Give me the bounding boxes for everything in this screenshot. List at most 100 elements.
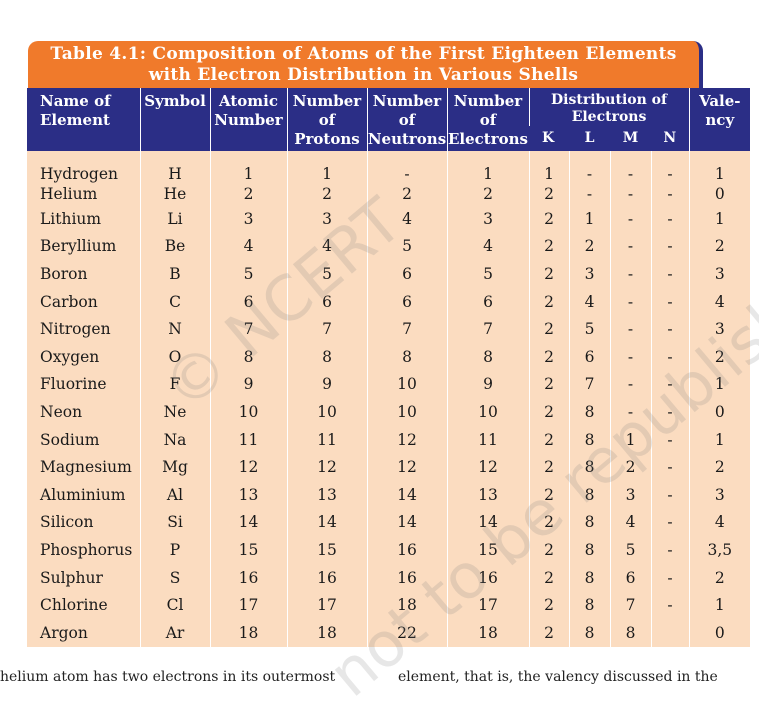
shell-k: 2: [528, 315, 569, 343]
shell-m: -: [609, 398, 651, 426]
proton-count: 14: [286, 508, 367, 537]
electron-count: 2: [446, 183, 529, 205]
atomic-number: 3: [209, 205, 287, 233]
neutron-count: 16: [366, 536, 447, 564]
shell-m: -: [609, 232, 651, 261]
neutron-count: 6: [366, 287, 447, 316]
shell-k: 2: [528, 183, 569, 205]
element-name: Carbon: [27, 287, 140, 316]
shell-l: 8: [568, 591, 610, 619]
shell-n: -: [650, 563, 690, 592]
header-shell-k: K: [529, 126, 569, 151]
proton-count: 7: [286, 315, 367, 343]
element-name: Lithium: [27, 205, 140, 233]
atomic-number: 15: [209, 536, 287, 564]
shell-n: -: [650, 508, 690, 537]
shell-n: -: [650, 287, 690, 316]
element-name: Helium: [27, 183, 140, 205]
table-row: Lithium Li 3 3 4 3 2 1- -1: [27, 205, 751, 233]
element-name: Magnesium: [27, 453, 140, 481]
element-symbol: P: [139, 536, 210, 564]
shell-l: 8: [568, 563, 610, 592]
atomic-number: 18: [209, 618, 287, 647]
valency: 1: [688, 591, 751, 619]
element-symbol: Li: [139, 205, 210, 233]
valency: 0: [688, 618, 751, 647]
shell-m: -: [609, 183, 651, 205]
table-row: Argon Ar 18 18 22 18 2 8 8 0: [27, 618, 751, 647]
neutron-count: 6: [366, 260, 447, 288]
element-name: Hydrogen: [27, 163, 140, 183]
electron-count: 7: [446, 315, 529, 343]
neutron-count: 14: [366, 508, 447, 537]
header-neutrons: Number of Neutrons: [366, 88, 447, 151]
header-protons: Number of Protons: [286, 88, 367, 151]
table-title-line2: with Electron Distribution in Various Sh…: [148, 65, 579, 85]
element-name: Nitrogen: [27, 315, 140, 343]
valency: 3,5: [688, 536, 751, 564]
neutron-count: 5: [366, 232, 447, 261]
valency: 2: [688, 232, 751, 261]
proton-count: 1: [286, 163, 367, 183]
table-body: Hydrogen H 1 1-1 1- - -1 Helium He 2 2 2 2 2- - -0 Lithi…: [27, 151, 751, 647]
spacer-row: [27, 151, 751, 163]
shell-k: 2: [528, 536, 569, 564]
footer-left-text: helium atom has two electrons in its out…: [0, 669, 336, 685]
atomic-number: 6: [209, 287, 287, 316]
shell-k: 2: [528, 508, 569, 537]
valency: 0: [688, 398, 751, 426]
footer-right-text: element, that is, the valency discussed …: [398, 669, 718, 685]
neutron-count: 4: [366, 205, 447, 233]
header-name: Name of Element: [27, 88, 140, 151]
element-name: Neon: [27, 398, 140, 426]
shell-n: -: [650, 163, 690, 183]
element-name: Sodium: [27, 425, 140, 454]
element-symbol: Al: [139, 480, 210, 509]
table-row: Carbon C 6 6 6 6 2 4- -4: [27, 287, 751, 316]
proton-count: 18: [286, 618, 367, 647]
shell-n: -: [650, 183, 690, 205]
shell-l: 2: [568, 232, 610, 261]
element-name: Chlorine: [27, 591, 140, 619]
shell-k: 2: [528, 370, 569, 399]
table-row: Neon Ne 10 10 10 10 2 8- -0: [27, 398, 751, 426]
shell-n: -: [650, 398, 690, 426]
neutron-count: 2: [366, 183, 447, 205]
shell-n: [650, 618, 690, 647]
shell-m: -: [609, 315, 651, 343]
shell-k: 2: [528, 398, 569, 426]
valency: 4: [688, 508, 751, 537]
element-symbol: B: [139, 260, 210, 288]
proton-count: 8: [286, 342, 367, 371]
shell-k: 1: [528, 163, 569, 183]
shell-k: 2: [528, 591, 569, 619]
table-row: Fluorine F 9 9 10 9 2 7- -1: [27, 370, 751, 399]
shell-k: 2: [528, 287, 569, 316]
header-electrons: Number of Electrons: [446, 88, 529, 151]
atomic-number: 11: [209, 425, 287, 454]
atomic-number: 5: [209, 260, 287, 288]
header-shell-n: N: [651, 126, 690, 151]
valency: 1: [688, 425, 751, 454]
electron-count: 14: [446, 508, 529, 537]
valency: 3: [688, 315, 751, 343]
atomic-number: 7: [209, 315, 287, 343]
neutron-count: 22: [366, 618, 447, 647]
neutron-count: 14: [366, 480, 447, 509]
element-name: Silicon: [27, 508, 140, 537]
header-shell-l: L: [569, 126, 610, 151]
shell-m: -: [609, 163, 651, 183]
neutron-count: -: [366, 163, 447, 183]
footer-text: helium atom has two electrons in its out…: [0, 669, 759, 689]
shell-l: 8: [568, 508, 610, 537]
proton-count: 11: [286, 425, 367, 454]
valency: 2: [688, 342, 751, 371]
shell-l: 4: [568, 287, 610, 316]
neutron-count: 16: [366, 563, 447, 592]
shell-l: 8: [568, 425, 610, 454]
element-symbol: O: [139, 342, 210, 371]
element-name: Oxygen: [27, 342, 140, 371]
element-symbol: S: [139, 563, 210, 592]
shell-l: -: [568, 163, 610, 183]
neutron-count: 12: [366, 453, 447, 481]
